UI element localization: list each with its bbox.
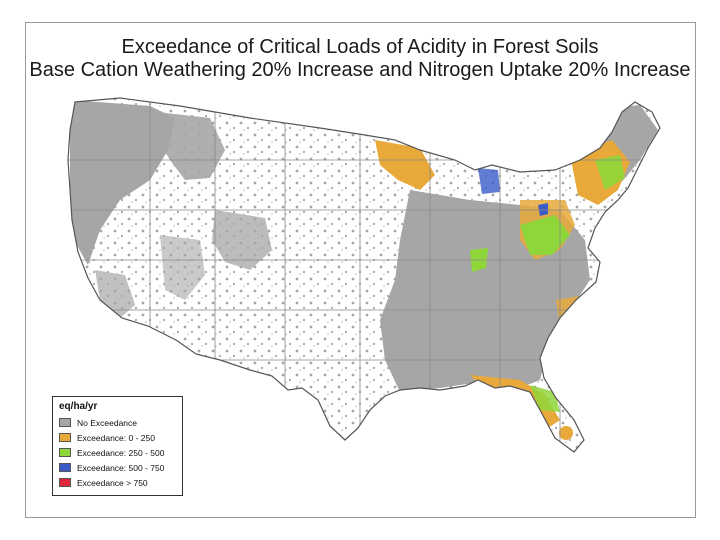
michigan-exceedance [478,168,500,194]
legend-label: Exceedance: 0 - 250 [77,432,155,443]
colorado-rockies-forest [212,210,272,270]
legend-title: eq/ha/yr [59,401,98,412]
legend-item: Exceedance: 250 - 500 [59,445,176,460]
legend-item: Exceedance: 0 - 250 [59,430,176,445]
legend-label: Exceedance: 250 - 500 [77,447,165,458]
legend-label: Exceedance: 500 - 750 [77,462,165,473]
map-title: Exceedance of Critical Loads of Acidity … [121,36,599,58]
adirondack-exceedance [595,155,625,190]
new-jersey-exceedance [596,226,606,242]
legend-swatch-over-750 [59,478,71,487]
legend-item: Exceedance: 500 - 750 [59,460,176,475]
map-subtitle: Base Cation Weathering 20% Increase and … [29,59,691,81]
upper-midwest-exceedance [375,140,435,190]
pennsylvania-exceedance [538,203,548,216]
legend: eq/ha/yr No Exceedance Exceedance: 0 - 2… [52,396,183,496]
pacific-northwest-forest [70,100,175,265]
great-basin-forest [160,235,205,300]
legend-label: No Exceedance [77,417,138,428]
florida-exceedance [559,426,573,440]
northern-rockies-forest [140,110,225,180]
appalachian-high-exceedance [520,215,570,255]
legend-swatch-500-750 [59,463,71,472]
legend-item: No Exceedance [59,415,176,430]
legend-item: Exceedance > 750 [59,475,176,490]
legend-swatch-0-250 [59,433,71,442]
legend-label: Exceedance > 750 [77,477,148,488]
legend-swatch-no-exceedance [59,418,71,427]
california-forest [95,270,135,318]
legend-swatch-250-500 [59,448,71,457]
